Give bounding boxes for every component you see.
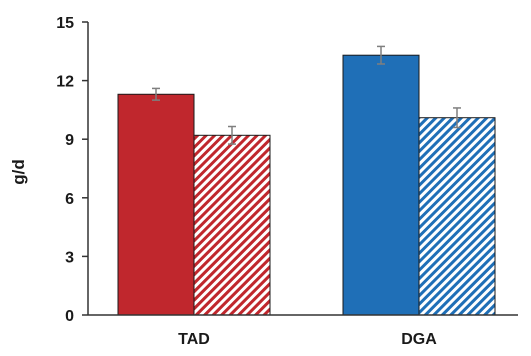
bar-dga-hatched: [418, 117, 496, 316]
y-tick-label: 15: [56, 15, 74, 32]
error-bar: [152, 87, 160, 101]
y-axis-title: g/d: [9, 159, 28, 185]
error-bar: [228, 125, 236, 145]
x-axis-labels: TAD DGA: [178, 331, 437, 348]
y-tick-label: 9: [65, 132, 74, 149]
bar-tad-solid: [117, 93, 195, 316]
y-tick-label: 6: [65, 191, 74, 208]
error-bar: [377, 45, 385, 65]
x-category-label: DGA: [401, 331, 437, 348]
bar-dga-solid: [342, 54, 420, 316]
y-tick-label: 3: [65, 249, 74, 266]
y-tick-label: 12: [56, 74, 74, 91]
y-tick-label: 0: [65, 308, 74, 325]
error-bar: [453, 107, 461, 129]
bars: [117, 45, 496, 316]
x-category-label: TAD: [178, 331, 210, 348]
bar-tad-hatched: [193, 134, 271, 316]
y-axis-ticks: 0 3 6 9 12 15: [56, 15, 88, 325]
